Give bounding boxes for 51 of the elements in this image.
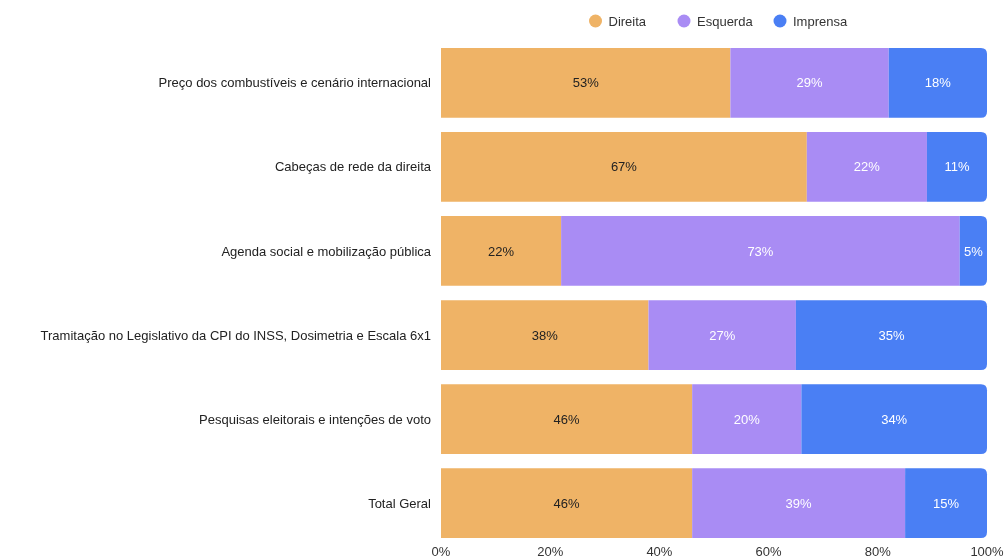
x-tick-label: 0% <box>431 544 451 559</box>
y-tick-label: Preço dos combustíveis e cenário internacional <box>158 75 432 91</box>
bar <box>648 300 796 370</box>
y-tick-label: Pesquisas eleitorais e intenções de voto <box>199 411 431 427</box>
data-label: 20% <box>733 411 761 427</box>
bar <box>441 132 807 202</box>
data-label: 22% <box>488 243 515 259</box>
legend-label: Imprensa <box>793 13 848 29</box>
data-label: 34% <box>881 411 908 427</box>
data-label: 38% <box>531 327 559 343</box>
bar <box>888 48 987 118</box>
y-tick-label: Agenda social e mobilização pública <box>221 243 432 259</box>
data-label: 35% <box>878 327 905 343</box>
data-label: 11% <box>944 159 970 175</box>
y-tick-label: Total Geral <box>368 495 432 511</box>
data-label: 46% <box>553 495 581 511</box>
data-label: 53% <box>572 75 600 91</box>
legend-label: Esquerda <box>697 13 754 29</box>
bar <box>692 468 906 538</box>
bar <box>441 216 562 286</box>
bar <box>905 468 987 538</box>
bar <box>795 300 987 370</box>
data-label: 5% <box>963 243 984 259</box>
data-label: 18% <box>924 75 952 91</box>
bar <box>441 468 693 538</box>
data-label: 29% <box>796 75 823 91</box>
bar <box>441 384 693 454</box>
bar <box>730 48 889 118</box>
bar <box>801 384 987 454</box>
data-label: 27% <box>709 327 736 343</box>
x-tick-label: 20% <box>537 544 564 559</box>
x-tick-label: 40% <box>646 544 673 559</box>
bar <box>441 300 649 370</box>
data-label: 67% <box>610 159 638 175</box>
legend-label: Direita <box>608 13 647 29</box>
bar <box>926 132 987 202</box>
data-label: 46% <box>553 411 581 427</box>
x-tick-label: 100% <box>970 544 1005 559</box>
bar <box>561 216 960 286</box>
data-label: 39% <box>785 495 813 511</box>
x-tick-label: 60% <box>755 544 783 559</box>
data-label: 15% <box>933 495 960 511</box>
bar <box>959 216 987 286</box>
bar <box>441 48 731 118</box>
data-label: 73% <box>747 243 774 259</box>
y-tick-label: Cabeças de rede da direita <box>274 159 432 175</box>
y-tick-label: Tramitação no Legislativo da CPI do INSS, Dosimetria e Escala 6x1 <box>40 327 431 343</box>
data-label: 22% <box>853 159 881 175</box>
bar <box>806 132 927 202</box>
bar <box>692 384 802 454</box>
x-tick-label: 80% <box>864 544 892 559</box>
